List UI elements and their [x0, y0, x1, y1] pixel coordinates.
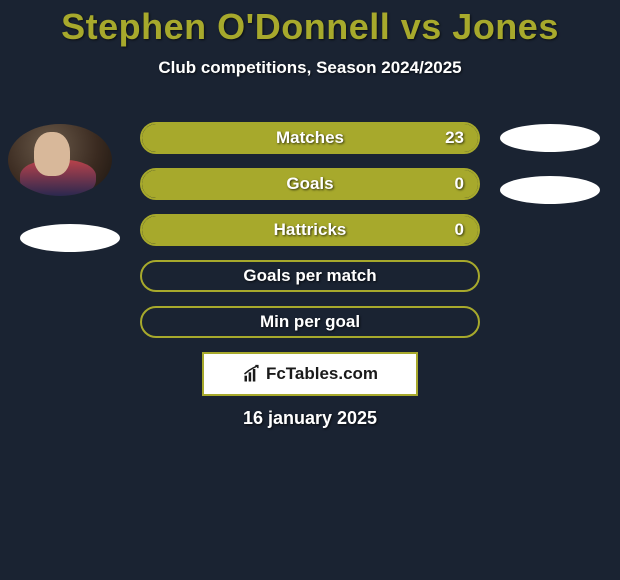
stat-bar-fill [142, 170, 478, 198]
player2-name: Jones [452, 6, 559, 47]
blank-shape-right-1 [500, 124, 600, 152]
chart-icon [242, 364, 262, 384]
stat-bar: Goals 0 [140, 168, 480, 200]
stat-bar-fill [142, 124, 478, 152]
stat-bar: Goals per match [140, 260, 480, 292]
branding-text: FcTables.com [242, 364, 378, 384]
player1-name: Stephen O'Donnell [61, 6, 390, 47]
vs-text: vs [401, 6, 442, 47]
stat-bar: Hattricks 0 [140, 214, 480, 246]
stat-bar: Min per goal [140, 306, 480, 338]
player1-avatar [8, 124, 112, 196]
date-text: 16 january 2025 [0, 408, 620, 429]
branding-label: FcTables.com [266, 364, 378, 384]
stats-bars: Matches 23 Goals 0 Hattricks 0 Goals per… [140, 122, 480, 352]
comparison-title: Stephen O'Donnell vs Jones [0, 0, 620, 48]
blank-shape-left [20, 224, 120, 252]
blank-shape-right-2 [500, 176, 600, 204]
stat-label: Goals per match [142, 266, 478, 286]
subtitle: Club competitions, Season 2024/2025 [0, 58, 620, 78]
stat-bar: Matches 23 [140, 122, 480, 154]
branding-box: FcTables.com [202, 352, 418, 396]
stat-bar-fill [142, 216, 478, 244]
stat-label: Min per goal [142, 312, 478, 332]
